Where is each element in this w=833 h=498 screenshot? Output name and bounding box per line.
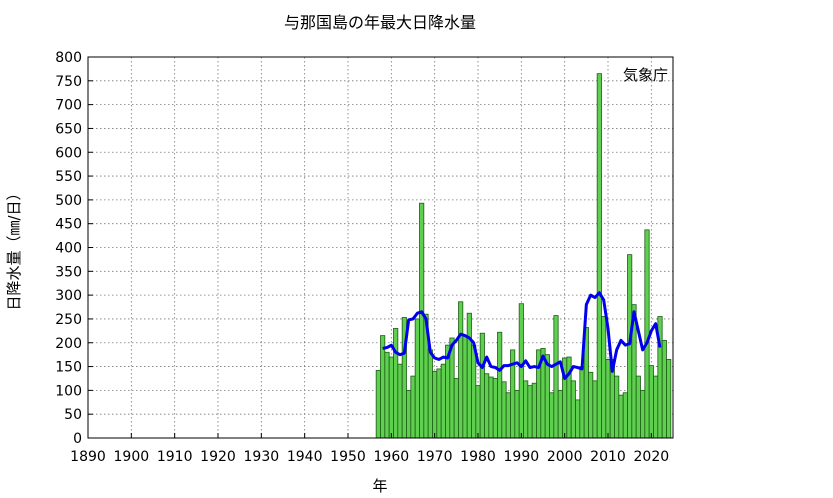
y-tick-label: 50 (64, 407, 82, 423)
y-tick-label: 400 (55, 241, 82, 257)
y-tick-label: 100 (55, 383, 82, 399)
x-tick-label: 2010 (590, 449, 626, 465)
bar-2008 (596, 73, 602, 439)
x-tick-label: 2020 (634, 449, 670, 465)
moving-average-line (382, 291, 662, 380)
bar-1979 (471, 344, 477, 439)
bar-2007 (592, 380, 598, 439)
bar-1965 (410, 375, 416, 439)
credit-label: 気象庁 (623, 66, 668, 84)
bar-1960 (388, 356, 394, 439)
bar-1987 (505, 392, 511, 439)
bar-1990 (518, 303, 524, 439)
y-tick-label: 350 (55, 264, 82, 280)
x-tick-label: 1900 (114, 449, 150, 465)
bar-1978 (466, 312, 472, 439)
x-tick-label: 1980 (460, 449, 496, 465)
x-tick-label: 1930 (244, 449, 280, 465)
bar-1992 (527, 385, 533, 439)
bar-2021 (653, 375, 659, 439)
x-tick-label: 1990 (504, 449, 540, 465)
bar-2010 (605, 359, 611, 439)
bar-1981 (479, 332, 485, 439)
x-tick-label: 1910 (157, 449, 193, 465)
bar-1997 (549, 392, 555, 439)
bar-2018 (640, 389, 646, 439)
bar-2009 (601, 316, 607, 439)
bar-1991 (523, 380, 529, 439)
moving-average-series (382, 291, 662, 380)
bar-1993 (531, 382, 537, 439)
y-tick-label: 300 (55, 288, 82, 304)
bar-1969 (427, 349, 433, 439)
x-tick-label: 1950 (330, 449, 366, 465)
bar-1982 (484, 373, 490, 439)
y-tick-label: 550 (55, 169, 82, 185)
bar-1966 (414, 318, 420, 439)
bar-2012 (614, 375, 620, 439)
bar-1970 (432, 370, 438, 439)
bar-1985 (497, 331, 503, 439)
bar-2023 (661, 339, 667, 439)
bar-2002 (570, 380, 576, 439)
bar-2006 (588, 371, 594, 439)
bar-2017 (635, 375, 641, 439)
y-tick-label: 600 (55, 145, 82, 161)
bar-1996 (544, 354, 550, 439)
y-tick-label: 450 (55, 217, 82, 233)
bar-2013 (618, 394, 624, 439)
bar-1958 (380, 335, 386, 439)
bar-2020 (648, 365, 654, 439)
bar-1957 (375, 369, 381, 439)
x-tick-label: 1890 (70, 449, 106, 465)
bar-1972 (440, 363, 446, 439)
y-tick-label: 200 (55, 336, 82, 352)
y-tick-label: 700 (55, 98, 82, 114)
bar-2024 (666, 359, 672, 439)
bar-1959 (384, 351, 390, 439)
y-tick-label: 750 (55, 74, 82, 90)
bar-1984 (492, 378, 498, 439)
bar-1999 (557, 389, 563, 439)
chart-title: 与那国島の年最大日降水量 (284, 13, 476, 32)
bar-1975 (453, 378, 459, 439)
y-tick-label: 800 (55, 50, 82, 66)
bar-1976 (458, 301, 464, 439)
y-axis-ticks: 0 50 100 150 200 250 300 350 400 450 500 550 600 650 7… (55, 50, 93, 447)
y-tick-label: 0 (73, 431, 82, 447)
x-tick-label: 1970 (417, 449, 453, 465)
y-tick-label: 650 (55, 121, 82, 137)
bar-2003 (575, 399, 581, 439)
y-tick-label: 250 (55, 312, 82, 328)
x-tick-label: 1960 (374, 449, 410, 465)
x-axis-label: 年 (372, 477, 387, 495)
x-tick-label: 1940 (287, 449, 323, 465)
bar-1980 (475, 385, 481, 439)
bar-2014 (622, 392, 628, 439)
bar-1962 (397, 363, 403, 439)
y-tick-label: 150 (55, 360, 82, 376)
bar-1964 (406, 389, 412, 439)
bar-1986 (501, 381, 507, 439)
y-tick-label: 500 (55, 193, 82, 209)
bar-1983 (488, 376, 494, 439)
bar-2015 (627, 254, 633, 439)
y-axis-label: 日降水量（㎜/日） (5, 185, 23, 310)
bar-1989 (514, 389, 520, 439)
bar-1961 (393, 328, 399, 439)
x-tick-label: 2000 (547, 449, 583, 465)
x-axis-ticks: 1890 1900 1910 1920 1930 1940 1950 1960 1970 1980… (70, 433, 669, 465)
bar-2019 (644, 229, 650, 439)
bar-2004 (579, 366, 585, 439)
bar-1977 (462, 335, 468, 439)
bar-1998 (553, 315, 559, 439)
bar-1971 (436, 368, 442, 439)
x-tick-label: 1920 (200, 449, 236, 465)
bar-1967 (419, 202, 425, 439)
